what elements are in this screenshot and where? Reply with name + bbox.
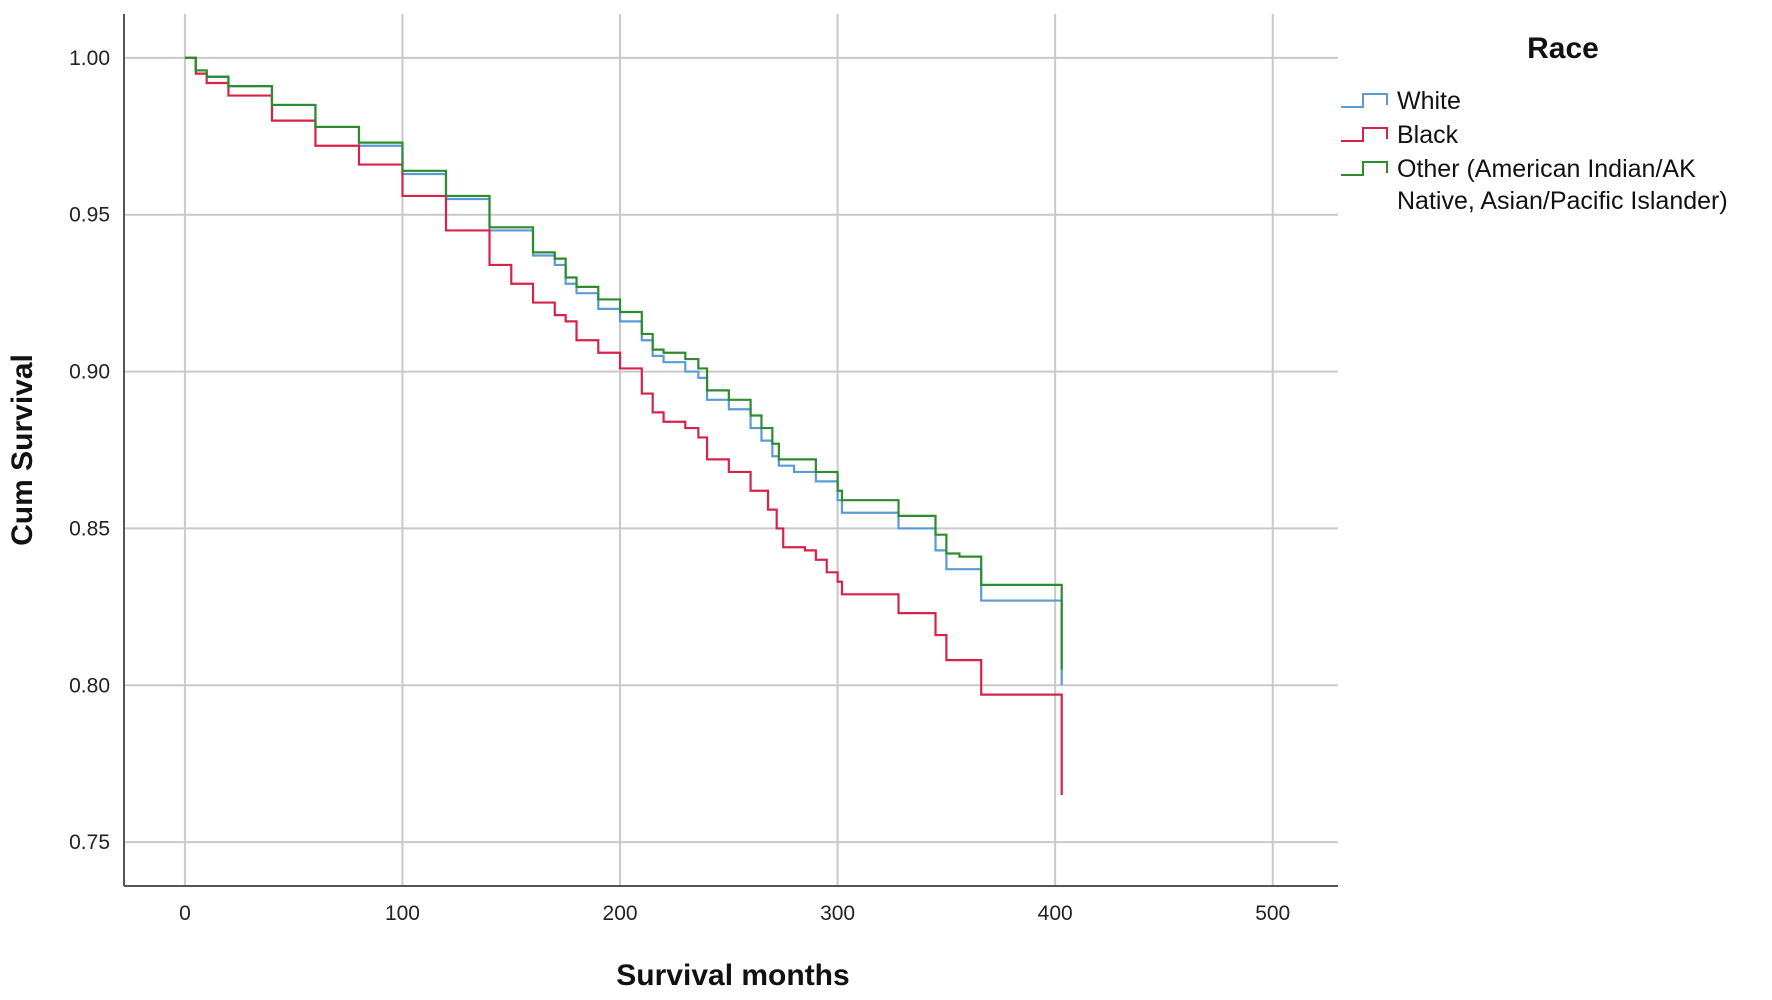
y-tick-label: 0.80 [69, 674, 110, 697]
legend-swatch [1341, 161, 1388, 176]
y-tick-label: 0.85 [69, 517, 110, 540]
y-tick-label: 0.75 [69, 831, 110, 854]
y-tick-label: 0.95 [69, 204, 110, 227]
x-tick-label: 100 [385, 902, 420, 925]
legend-entry-0: White [1341, 87, 1461, 115]
legend-swatch [1341, 93, 1388, 108]
x-tick-label: 500 [1255, 902, 1290, 925]
x-tick-label: 0 [179, 902, 191, 925]
legend-entry-2: Other (American Indian/AK Native, Asian/P… [1341, 155, 1728, 215]
axes [123, 14, 1338, 887]
legend-swatch [1341, 127, 1388, 142]
x-tick-label: 300 [820, 902, 855, 925]
y-tick-label: 1.00 [69, 47, 110, 70]
gridlines [124, 14, 1338, 886]
legend-label: Other (American Indian/AK [1397, 155, 1696, 183]
legend: Race White Black Other (American Indian/AK… [1341, 32, 1728, 215]
series-line-2 [184, 56, 1063, 670]
y-tick-label: 0.90 [69, 361, 110, 384]
legend-label: Native, Asian/Pacific Islander) [1397, 187, 1728, 215]
survival-curves [184, 56, 1063, 796]
legend-label: White [1397, 87, 1461, 115]
legend-label: Black [1397, 121, 1459, 149]
tick-labels: 0 100 200 300 400 500 0.75 0.80 0.85 0.90 0.95 1.00 [69, 47, 1290, 925]
legend-entry-1: Black [1341, 121, 1459, 149]
series-line-1 [184, 56, 1063, 796]
y-axis-title: Cum Survival [6, 354, 39, 546]
x-axis-title: Survival months [616, 959, 849, 992]
x-tick-label: 200 [603, 902, 638, 925]
legend-title: Race [1527, 32, 1599, 65]
legend-entries: White Black Other (American Indian/AK Nativ… [1341, 87, 1728, 215]
x-tick-label: 400 [1038, 902, 1073, 925]
